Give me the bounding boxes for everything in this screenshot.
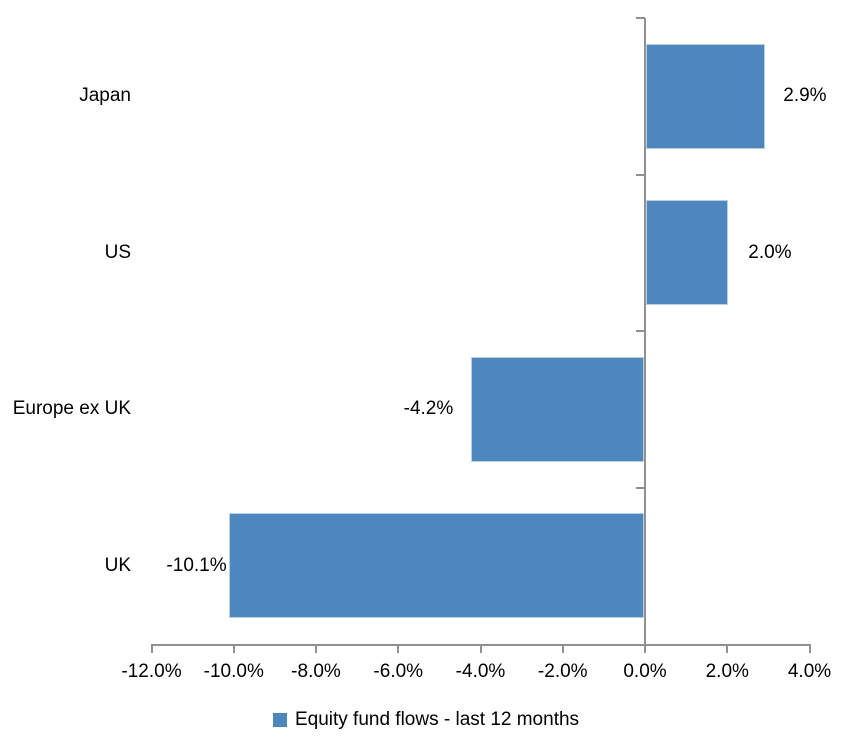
bar-japan: [646, 43, 766, 149]
legend-label: Equity fund flows - last 12 months: [294, 709, 580, 730]
bar-europe-ex-uk: [471, 356, 644, 462]
x-axis-tick: [150, 644, 153, 653]
x-axis-tick: [479, 644, 482, 653]
x-axis-tick: [561, 644, 564, 653]
x-axis-tick: [315, 644, 317, 653]
x-tick-label--10-0-: -10.0%: [203, 661, 264, 682]
y-axis-line: [644, 18, 646, 646]
x-tick-label-0-0-: 0.0%: [623, 661, 667, 682]
x-axis-tick: [726, 644, 729, 653]
data-label-europe-ex-uk: -4.2%: [403, 398, 454, 420]
y-axis-tick: [636, 330, 645, 332]
x-tick-label--4-0-: -4.0%: [455, 661, 506, 682]
x-tick-label--12-0-: -12.0%: [121, 661, 182, 682]
x-axis-tick: [232, 644, 235, 653]
legend: Equity fund flows - last 12 months: [0, 705, 852, 735]
x-tick-label--2-0-: -2.0%: [537, 661, 588, 682]
y-axis-tick: [636, 486, 645, 489]
category-label-japan: Japan: [79, 85, 131, 107]
category-label-europe-ex-uk: Europe ex UK: [12, 398, 131, 420]
x-axis-tick: [808, 644, 811, 653]
x-axis-tick: [397, 644, 400, 653]
x-axis-tick: [644, 644, 646, 653]
y-axis-tick: [636, 173, 645, 176]
category-label-uk: UK: [104, 554, 131, 576]
bar-uk: [228, 513, 644, 619]
data-label-us: 2.0%: [748, 241, 792, 263]
x-axis-line: [151, 644, 811, 646]
data-label-japan: 2.9%: [783, 85, 827, 107]
category-label-us: US: [104, 241, 131, 263]
bar-us: [646, 200, 729, 306]
x-tick-label-2-0-: 2.0%: [705, 661, 749, 682]
data-label-uk: -10.1%: [166, 554, 227, 576]
y-axis-tick: [636, 17, 645, 19]
x-tick-label-4-0-: 4.0%: [787, 661, 832, 682]
x-tick-label--6-0-: -6.0%: [373, 661, 424, 682]
x-tick-label--8-0-: -8.0%: [291, 661, 341, 682]
legend-color-swatch: [272, 713, 287, 727]
